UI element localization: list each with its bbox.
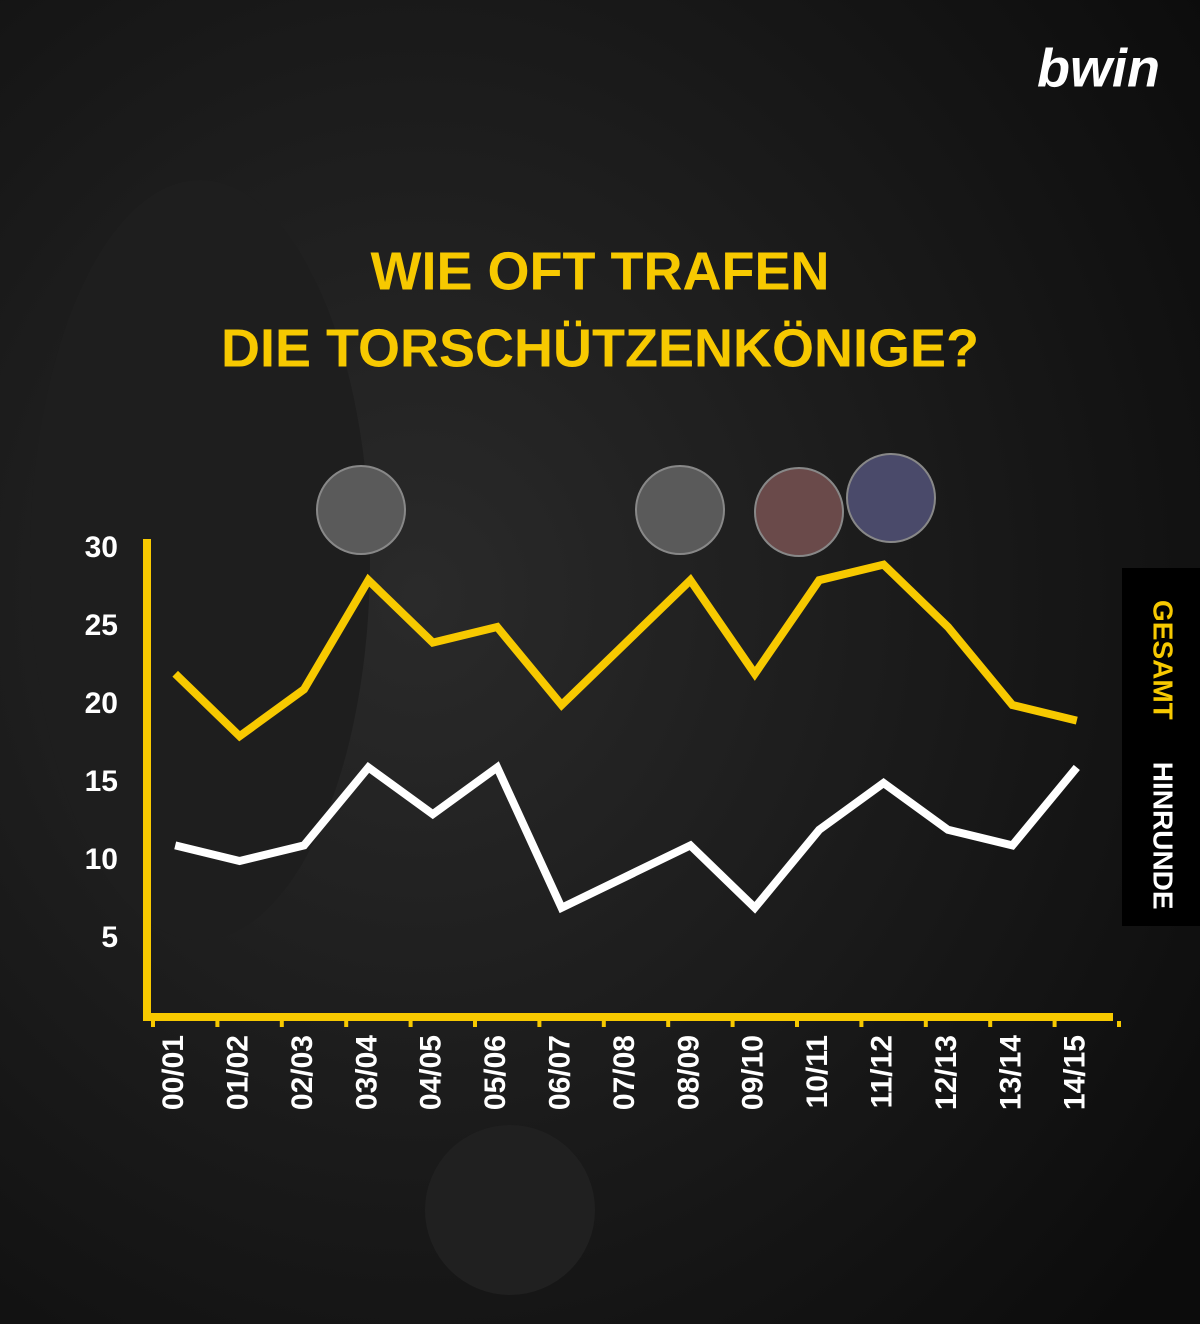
y-tick-label: 20: [85, 687, 118, 720]
x-tick-label: 12/13: [930, 1035, 963, 1110]
x-tick-label: 07/08: [608, 1035, 641, 1110]
legend-box: [1122, 568, 1200, 926]
x-tick-label: 05/06: [479, 1035, 512, 1110]
player-photo: [316, 465, 406, 555]
y-tick-label: 15: [85, 765, 118, 798]
player-photo: [754, 467, 844, 557]
chart-title: DIE TORSCHÜTZENKÖNIGE?: [221, 318, 979, 378]
x-tick-label: 09/10: [737, 1035, 770, 1110]
player-photo: [846, 453, 936, 543]
brand-logo: bwin: [1037, 38, 1160, 98]
x-tick-label: 04/05: [415, 1035, 448, 1110]
x-tick-label: 06/07: [544, 1035, 577, 1110]
x-tick-label: 11/12: [866, 1035, 899, 1108]
x-tick-label: 10/11: [801, 1035, 834, 1108]
x-tick-label: 13/14: [994, 1035, 1027, 1110]
player-photos: [316, 453, 936, 557]
x-tick-label: 14/15: [1059, 1035, 1092, 1110]
background-figure: [30, 180, 370, 940]
x-tick-label: 01/02: [222, 1035, 255, 1110]
data-line: [172, 560, 1078, 742]
chart-title: WIE OFT TRAFEN: [371, 241, 830, 301]
legend-label: GESAMT: [1148, 600, 1179, 720]
data-line: [174, 761, 1080, 914]
y-tick-label: 10: [85, 843, 118, 876]
player-photo: [635, 465, 725, 555]
x-tick-label: 08/09: [672, 1035, 705, 1110]
y-tick-label: 5: [101, 921, 118, 954]
background-ball: [425, 1125, 595, 1295]
y-tick-label: 25: [85, 609, 118, 642]
y-tick-label: 30: [85, 531, 118, 564]
legend-label: HINRUNDE: [1148, 762, 1179, 910]
x-tick-label: 02/03: [286, 1035, 319, 1110]
x-tick-label: 00/01: [157, 1035, 190, 1110]
x-tick-label: 03/04: [350, 1035, 383, 1110]
